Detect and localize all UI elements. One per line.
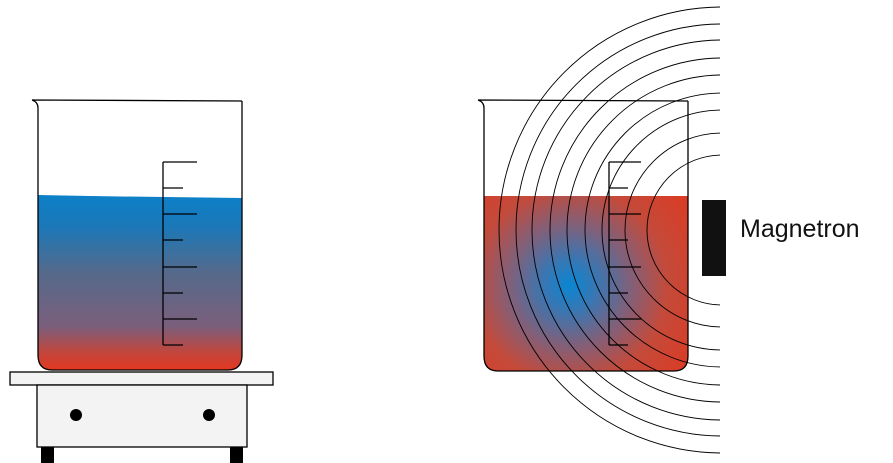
hot-plate-foot-left [41,447,54,463]
hot-plate-knob-right [203,409,215,421]
stove-liquid [38,195,242,370]
hot-plate-top [10,372,273,385]
hot-plate [10,372,273,463]
microwave-liquid [484,196,688,371]
hot-plate-knob-left [70,409,82,421]
stove-beaker-group [10,100,273,463]
hot-plate-body [37,385,247,447]
magnetron-block [702,200,726,276]
magnetron-label: Magnetron [740,217,860,242]
hot-plate-foot-right [230,447,243,463]
